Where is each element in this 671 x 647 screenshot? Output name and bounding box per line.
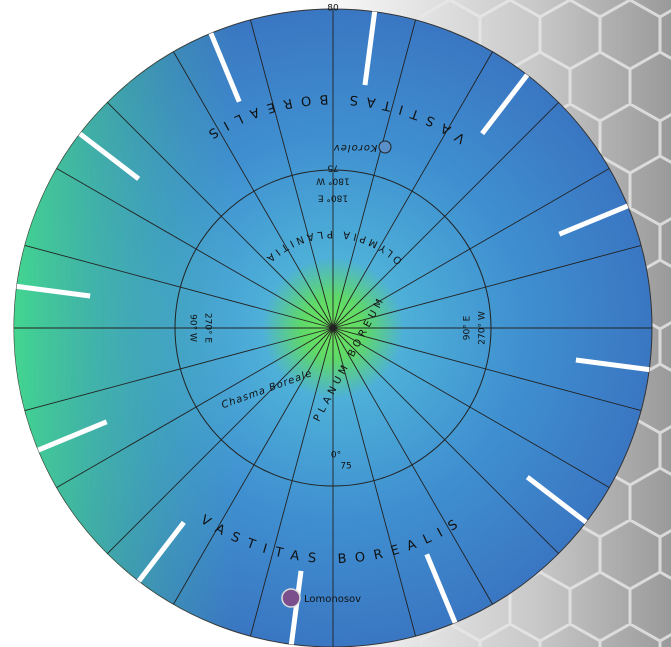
meridian — [332, 19, 416, 329]
meridian — [173, 327, 334, 605]
grid-label: 90° W — [188, 314, 198, 342]
meridian — [332, 168, 610, 329]
meridian — [56, 327, 334, 488]
latitude-75 — [174, 169, 492, 487]
gore-gap — [288, 570, 304, 645]
grid-label: 0° — [331, 451, 341, 461]
feature-label: Lomonosov — [304, 594, 361, 605]
gore-gap — [362, 11, 378, 86]
meridian — [173, 51, 334, 329]
gore-gap — [37, 419, 108, 453]
meridian — [107, 327, 334, 554]
meridian — [332, 327, 416, 637]
meridian — [332, 327, 642, 411]
gore-gap — [558, 203, 629, 237]
grid-label: 180° E — [318, 193, 349, 203]
meridian — [332, 327, 559, 554]
graticule — [14, 9, 652, 647]
gore-gap — [78, 131, 141, 181]
meridian — [250, 327, 334, 637]
meridian — [24, 245, 334, 329]
feature-label: Korolev — [333, 142, 377, 153]
grid-label: 75 — [327, 163, 338, 173]
meridian — [332, 51, 493, 329]
crater — [281, 588, 301, 608]
meridian — [250, 19, 334, 329]
gore-gap — [136, 520, 186, 583]
gore-gap — [575, 357, 650, 373]
meridian — [107, 102, 334, 329]
meridian — [332, 327, 493, 605]
grid-label: 75 — [340, 462, 351, 472]
gore-gap — [525, 475, 588, 525]
gore-gap — [480, 73, 530, 136]
meridian — [332, 327, 610, 488]
gore-gap — [16, 283, 91, 299]
gore-gap — [424, 553, 458, 624]
grid-label: 80 — [327, 4, 339, 14]
meridian — [24, 327, 334, 411]
grid-label: 270° E — [203, 313, 213, 344]
grid-label: 270° W — [478, 311, 488, 345]
meridian — [56, 168, 334, 329]
meridian — [332, 102, 559, 329]
gore-gap — [208, 32, 242, 103]
grid-label: 180° W — [316, 176, 350, 186]
grid-label: 90° E — [463, 315, 473, 340]
meridian — [332, 245, 642, 329]
crater — [378, 140, 392, 154]
